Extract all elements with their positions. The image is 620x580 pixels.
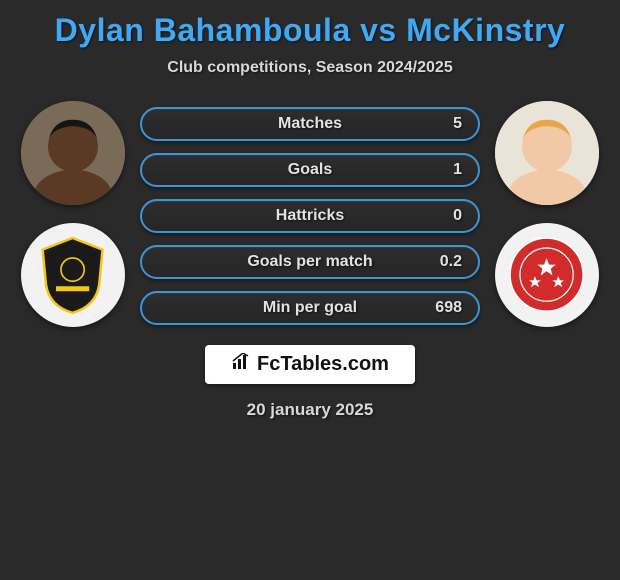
stat-value-right: 0: [432, 207, 462, 225]
stat-label: Matches: [278, 115, 342, 133]
stat-label: Hattricks: [276, 207, 344, 225]
stat-value-right: 5: [432, 115, 462, 133]
stat-pill: Goals per match 0.2: [140, 245, 480, 279]
stat-pill: Hattricks 0: [140, 199, 480, 233]
comparison-title: Dylan Bahamboula vs McKinstry: [55, 12, 566, 49]
player2-club-badge: [495, 223, 599, 327]
stat-value-right: 698: [432, 299, 462, 317]
comparison-date: 20 january 2025: [247, 400, 374, 420]
stat-label: Goals per match: [247, 253, 372, 271]
player1-avatar: [21, 101, 125, 205]
stat-label: Min per goal: [263, 299, 357, 317]
stat-pill: Goals 1: [140, 153, 480, 187]
comparison-body: Matches 5 Goals 1 Hattricks 0 Goals per match 0…: [8, 101, 612, 327]
comparison-subtitle: Club competitions, Season 2024/2025: [167, 59, 452, 77]
player1-club-badge: [21, 223, 125, 327]
stat-pill: Matches 5: [140, 107, 480, 141]
right-column: [492, 101, 602, 327]
stat-value-right: 1: [432, 161, 462, 179]
branding-badge: FcTables.com: [205, 345, 415, 384]
stat-pill: Min per goal 698: [140, 291, 480, 325]
stat-value-right: 0.2: [432, 253, 462, 271]
player2-avatar: [495, 101, 599, 205]
left-column: [18, 101, 128, 327]
stat-label: Goals: [288, 161, 332, 179]
branding-text: FcTables.com: [257, 353, 389, 376]
chart-icon: [231, 353, 253, 376]
stats-column: Matches 5 Goals 1 Hattricks 0 Goals per match 0…: [140, 101, 480, 325]
